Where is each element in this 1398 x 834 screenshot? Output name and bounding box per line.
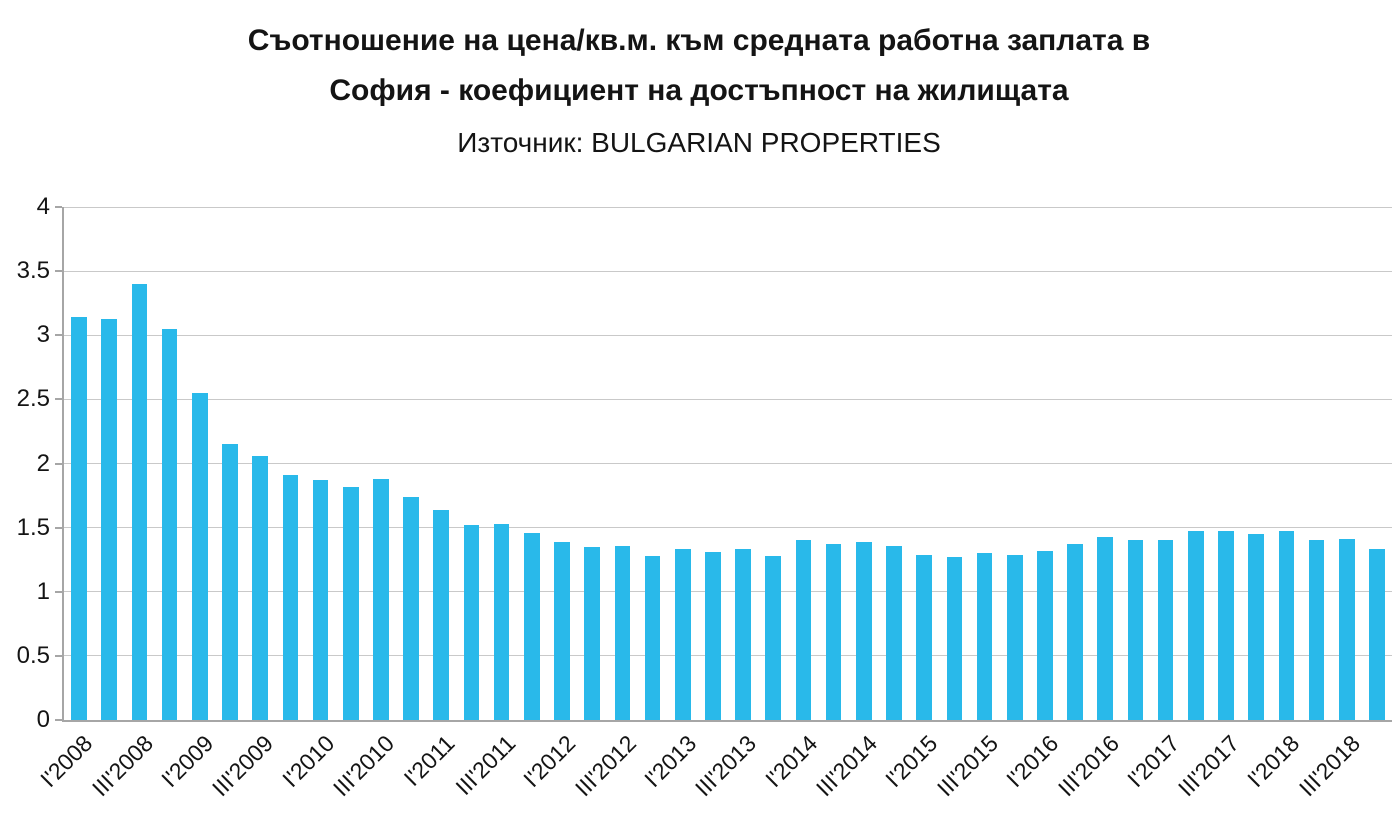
y-axis-label-2.5: 2.5 bbox=[16, 385, 50, 413]
y-axis-tick-2.5 bbox=[55, 398, 62, 401]
y-axis-tick-1 bbox=[55, 590, 62, 593]
bar-III'2012 bbox=[614, 545, 631, 720]
gridline-1.5 bbox=[64, 527, 1392, 529]
bar-IV'2011 bbox=[523, 532, 540, 720]
y-axis-tick-0 bbox=[55, 719, 62, 721]
gridline-4 bbox=[64, 206, 1392, 208]
x-axis-label-III'2018: III'2018 bbox=[1293, 730, 1366, 802]
bar-II'2016 bbox=[1067, 544, 1083, 720]
y-axis-label-0: 0 bbox=[36, 706, 50, 733]
bar-I'2009 bbox=[191, 392, 208, 720]
bar-IV'2013 bbox=[765, 555, 782, 720]
bar-III'2009 bbox=[252, 455, 269, 720]
y-axis-label-2: 2 bbox=[36, 449, 50, 477]
bar-II'2008 bbox=[101, 318, 118, 720]
gridline-2 bbox=[64, 463, 1392, 464]
x-axis-label-III'2017: III'2017 bbox=[1173, 730, 1245, 802]
y-axis-label-3: 3 bbox=[36, 321, 50, 349]
bar-IV'2014 bbox=[886, 545, 902, 720]
bar-II'2009 bbox=[222, 444, 238, 720]
bar-IV'2018 bbox=[1369, 549, 1385, 720]
x-axis-label-III'2011: III'2011 bbox=[449, 730, 521, 801]
y-axis-tick-1.5 bbox=[55, 526, 62, 529]
bar-IV'2015 bbox=[1006, 554, 1023, 720]
bar-I'2014 bbox=[795, 540, 812, 720]
bar-III'2015 bbox=[976, 553, 993, 720]
bar-II'2011 bbox=[463, 525, 480, 720]
bar-I'2018 bbox=[1278, 531, 1295, 720]
gridline-3.5 bbox=[64, 270, 1392, 272]
y-axis-label-0.5: 0.5 bbox=[16, 641, 50, 669]
x-axis-label-III'2008: III'2008 bbox=[86, 730, 158, 802]
bar-I'2012 bbox=[554, 541, 570, 720]
bar-I'2011 bbox=[433, 509, 450, 720]
y-axis-label-1: 1 bbox=[36, 577, 50, 605]
x-axis-label-III'2013: III'2013 bbox=[690, 730, 762, 802]
y-axis-label-3.5: 3.5 bbox=[16, 257, 50, 285]
bar-I'2010 bbox=[312, 480, 329, 720]
chart-title-line-2: София - коефициент на достъпност на жили… bbox=[329, 74, 1069, 107]
x-axis-label-III'2015: III'2015 bbox=[931, 730, 1003, 802]
gridline-1 bbox=[64, 591, 1392, 593]
y-axis-tick-0.5 bbox=[55, 654, 62, 657]
bar-I'2017 bbox=[1157, 540, 1174, 720]
bar-IV'2016 bbox=[1127, 540, 1144, 720]
bar-III'2014 bbox=[855, 541, 872, 720]
plot-area: 0 0.5 1 1.5 2 2.5 3 3.5 4 I'2008 III'2008 I'2009 III… bbox=[17, 193, 1392, 801]
y-axis-tick-4 bbox=[55, 206, 62, 208]
bar-IV'2010 bbox=[403, 496, 419, 720]
bar-I'2015 bbox=[916, 554, 933, 720]
chart-title-line-1: Съотношение на цена/кв.м. към средната р… bbox=[247, 24, 1151, 57]
y-axis-tick-3 bbox=[55, 334, 62, 337]
y-axis-tick-2 bbox=[55, 462, 62, 465]
x-axis-label-III'2009: III'2009 bbox=[207, 730, 279, 802]
x-axis-label-III'2012: III'2012 bbox=[569, 730, 641, 802]
gridline-3 bbox=[64, 334, 1392, 336]
gridline-2.5 bbox=[64, 398, 1392, 400]
bar-III'2017 bbox=[1218, 531, 1234, 720]
chart-subtitle-source: Източник: BULGARIAN PROPERTIES bbox=[457, 127, 941, 158]
bar-I'2016 bbox=[1037, 550, 1053, 720]
y-axis-label-1.5: 1.5 bbox=[16, 513, 50, 541]
bar-II'2018 bbox=[1308, 540, 1325, 720]
bar-III'2016 bbox=[1097, 536, 1114, 720]
bar-III'2018 bbox=[1338, 539, 1355, 720]
bar-III'2010 bbox=[373, 478, 389, 720]
bar-I'2013 bbox=[674, 549, 691, 720]
x-axis-label-III'2010: III'2010 bbox=[328, 730, 400, 802]
bar-IV'2017 bbox=[1248, 534, 1265, 720]
x-axis-label-III'2016: III'2016 bbox=[1052, 730, 1124, 802]
bar-IV'2012 bbox=[644, 555, 661, 720]
y-axis-tick-3.5 bbox=[55, 270, 62, 273]
y-axis-label-4: 4 bbox=[36, 193, 50, 220]
bar-III'2008 bbox=[131, 283, 148, 720]
bar-II'2013 bbox=[705, 552, 721, 720]
bar-IV'2008 bbox=[161, 328, 178, 720]
bar-III'2011 bbox=[493, 523, 510, 720]
x-axis-label-III'2014: III'2014 bbox=[810, 730, 883, 802]
bar-I'2008 bbox=[71, 317, 87, 720]
bar-II'2012 bbox=[584, 546, 601, 720]
bar-II'2010 bbox=[342, 486, 359, 720]
bar-II'2015 bbox=[946, 557, 963, 720]
bar-IV'2009 bbox=[282, 475, 299, 720]
bar-II'2017 bbox=[1187, 531, 1204, 720]
gridline-0.5 bbox=[64, 655, 1392, 657]
bar-III'2013 bbox=[735, 549, 751, 720]
bar-II'2014 bbox=[825, 544, 842, 720]
